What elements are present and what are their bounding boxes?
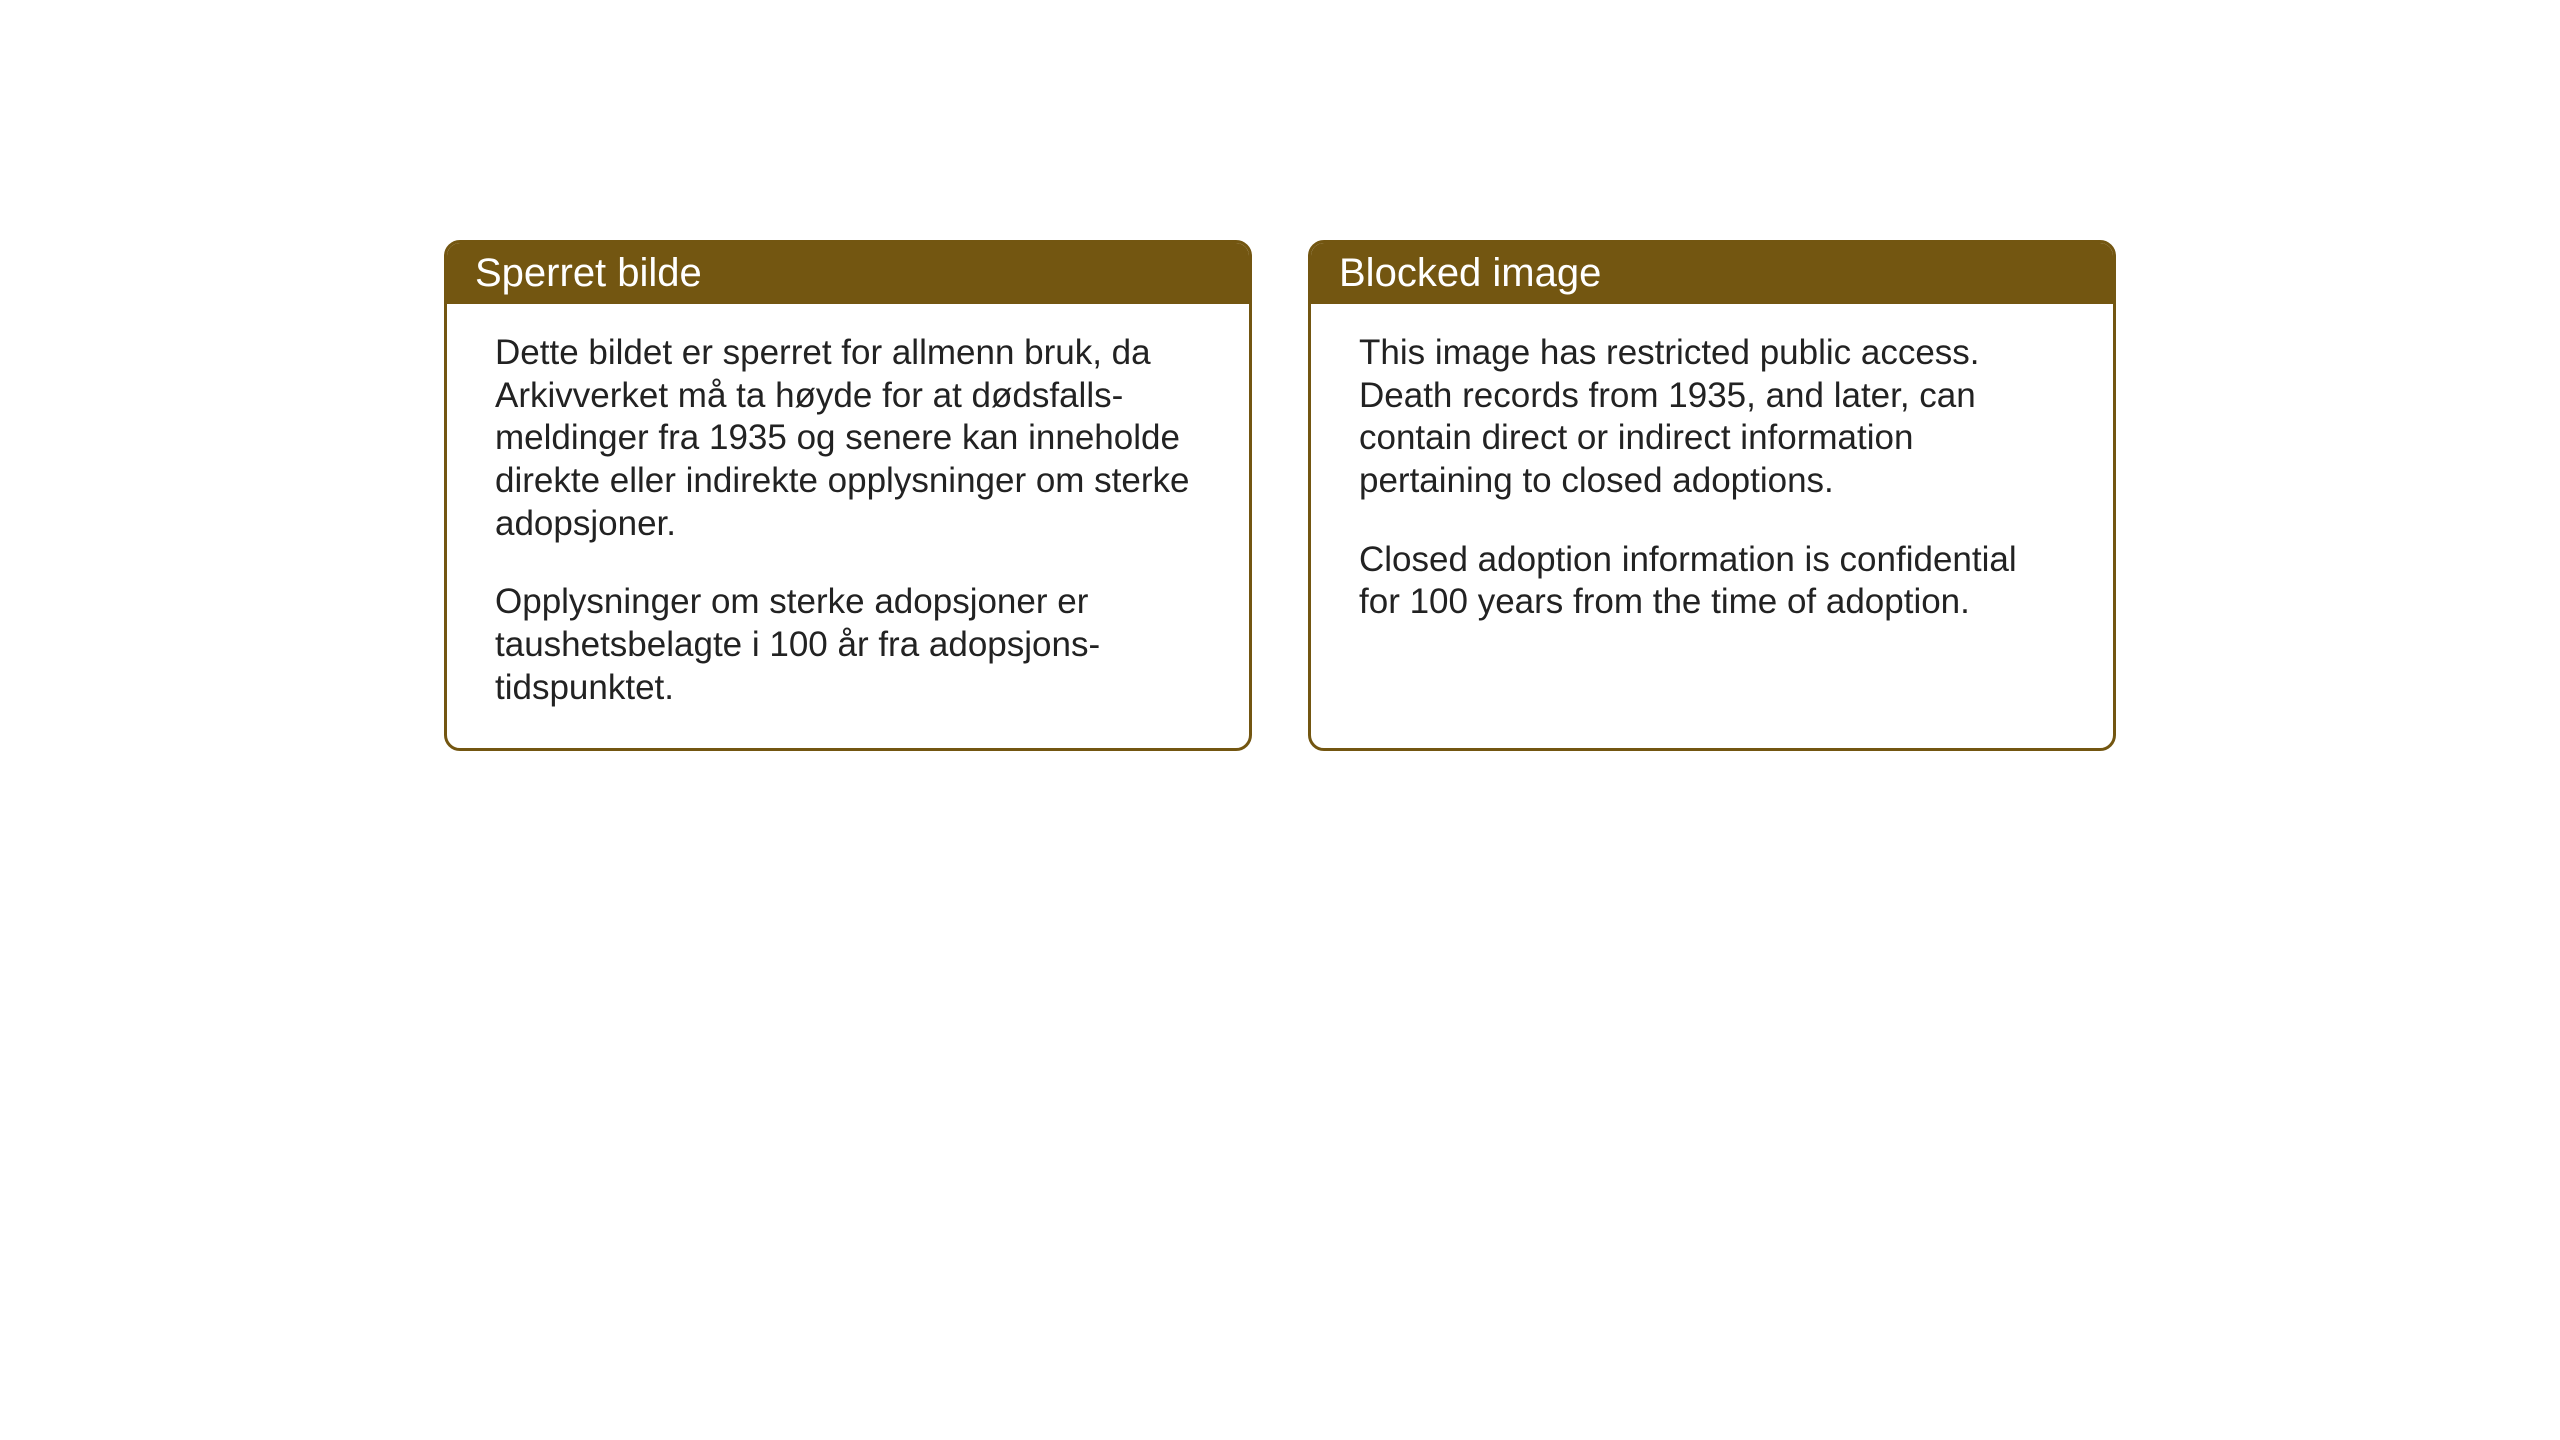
notice-card-english: Blocked image This image has restricted … <box>1308 240 2116 751</box>
notice-paragraph-1-norwegian: Dette bildet er sperret for allmenn bruk… <box>495 332 1201 545</box>
notice-title-english: Blocked image <box>1339 251 1601 295</box>
notice-paragraph-2-english: Closed adoption information is confident… <box>1359 539 2065 624</box>
notice-paragraph-2-norwegian: Opplysninger om sterke adopsjoner er tau… <box>495 581 1201 709</box>
notice-container: Sperret bilde Dette bildet er sperret fo… <box>444 240 2116 751</box>
notice-title-norwegian: Sperret bilde <box>475 251 702 295</box>
notice-header-norwegian: Sperret bilde <box>447 243 1249 304</box>
notice-header-english: Blocked image <box>1311 243 2113 304</box>
notice-body-english: This image has restricted public access.… <box>1311 304 2113 662</box>
notice-paragraph-1-english: This image has restricted public access.… <box>1359 332 2065 503</box>
notice-body-norwegian: Dette bildet er sperret for allmenn bruk… <box>447 304 1249 748</box>
notice-card-norwegian: Sperret bilde Dette bildet er sperret fo… <box>444 240 1252 751</box>
